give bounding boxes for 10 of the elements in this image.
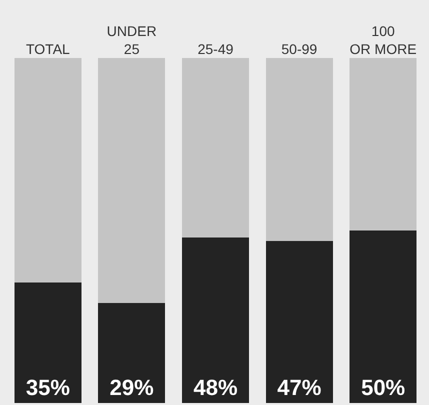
data-label: 29% (110, 375, 154, 400)
data-label: 48% (193, 375, 238, 400)
data-label: 47% (277, 375, 322, 400)
x-tick-label: 100 OR MORE (350, 23, 417, 58)
x-tick-label: 25-49 (198, 41, 234, 58)
x-tick-label: 50-99 (281, 41, 318, 58)
x-tick-label: UNDER 25 (106, 23, 157, 58)
x-tick-label: TOTAL (26, 41, 70, 58)
data-label: 50% (361, 375, 406, 400)
data-label: 35% (26, 375, 70, 400)
